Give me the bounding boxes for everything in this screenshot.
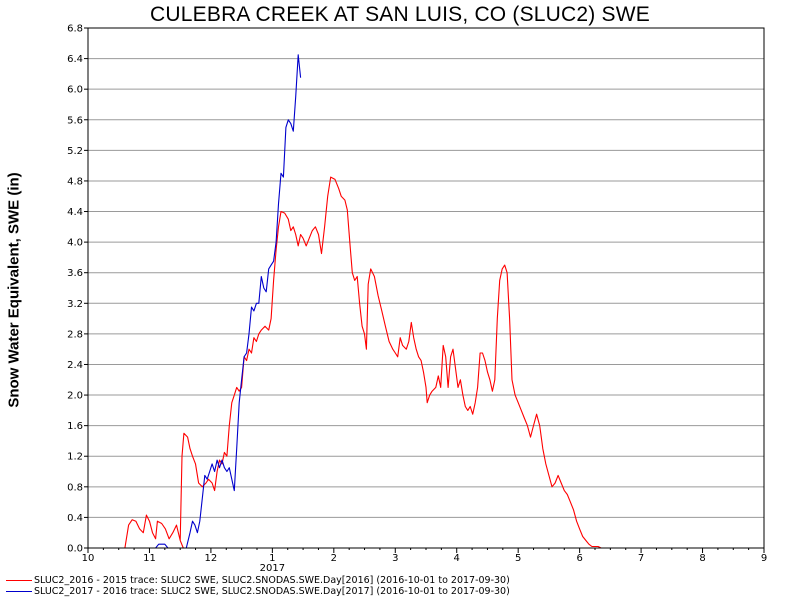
series-lines bbox=[124, 54, 602, 549]
x-tick-label: 1 bbox=[269, 553, 275, 564]
legend-entry-1: SLUC2_2016 - 2015 trace: SLUC2 SWE, SLUC… bbox=[6, 575, 510, 586]
x-tick-label: 6 bbox=[576, 553, 582, 564]
chart-title: CULEBRA CREEK AT SAN LUIS, CO (SLUC2) SW… bbox=[150, 3, 650, 26]
y-tick-label: 1.2 bbox=[67, 452, 83, 463]
y-tick-label: 3.2 bbox=[67, 299, 83, 310]
y-tick-label: 2.8 bbox=[67, 329, 83, 340]
y-tick-label: 4.4 bbox=[67, 207, 83, 218]
legend-entry-2: SLUC2_2017 - 2016 trace: SLUC2 SWE, SLUC… bbox=[6, 586, 510, 597]
x-tick-label: 5 bbox=[515, 553, 521, 564]
legend-swatch-red bbox=[6, 580, 32, 581]
plot-frame bbox=[87, 27, 765, 549]
series-line-1 bbox=[124, 176, 602, 549]
x-tick-label: 9 bbox=[761, 553, 767, 564]
x-tick-label: 11 bbox=[143, 553, 156, 564]
y-tick-label: 4.8 bbox=[67, 176, 83, 187]
y-tick-label: 1.6 bbox=[67, 421, 83, 432]
series-line-2 bbox=[155, 54, 302, 549]
x-tick-label: 4 bbox=[454, 553, 460, 564]
x-tick-label: 8 bbox=[699, 553, 705, 564]
y-tick-label: 3.6 bbox=[67, 268, 83, 279]
y-tick-label: 5.2 bbox=[67, 146, 83, 157]
legend-swatch-blue bbox=[6, 591, 32, 592]
legend-label-1: SLUC2_2016 - 2015 trace: SLUC2 SWE, SLUC… bbox=[34, 575, 510, 586]
y-tick-label: 0.8 bbox=[67, 482, 83, 493]
y-tick-label: 0.0 bbox=[67, 544, 83, 555]
x-tick-label: 3 bbox=[392, 553, 398, 564]
x-tick-label: 10 bbox=[82, 553, 95, 564]
x-tick-label: 7 bbox=[638, 553, 644, 564]
x-tick-label: 12 bbox=[205, 553, 218, 564]
gridlines bbox=[88, 58, 764, 518]
y-tick-label: 0.4 bbox=[67, 513, 83, 524]
legend-label-2: SLUC2_2017 - 2016 trace: SLUC2 SWE, SLUC… bbox=[34, 586, 510, 597]
x-tick-label: 2 bbox=[331, 553, 337, 564]
y-tick-label: 2.4 bbox=[67, 360, 83, 371]
y-tick-label: 2.0 bbox=[67, 391, 83, 402]
x-year-label: 2017 bbox=[260, 563, 285, 574]
y-tick-label: 6.0 bbox=[67, 85, 83, 96]
y-tick-label: 4.0 bbox=[67, 238, 83, 249]
y-tick-label: 6.4 bbox=[67, 54, 83, 65]
y-tick-label: 5.6 bbox=[67, 115, 83, 126]
y-axis: 0.0 0.4 0.8 1.2 1.6 2.0 2.4 2.8 3.2 3.6 4.0 4.4 4.8 5… bbox=[67, 24, 88, 555]
y-tick-label: 6.8 bbox=[67, 24, 83, 35]
